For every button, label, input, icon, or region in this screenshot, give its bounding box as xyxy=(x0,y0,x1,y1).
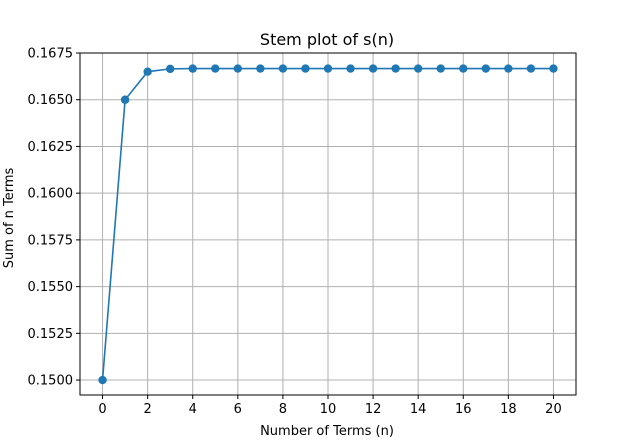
grid xyxy=(80,52,576,395)
data-point xyxy=(413,64,423,73)
data-point xyxy=(391,64,400,73)
y-tick-label: 0.1650 xyxy=(28,93,74,108)
data-point xyxy=(549,64,558,73)
data-point xyxy=(188,64,197,73)
data-point xyxy=(526,64,536,73)
ticks: 0 2 4 6 8 10 12 14 16 18 20 0.1500 0.1525 0.1550 0.157… xyxy=(28,47,562,418)
data-point xyxy=(211,64,220,73)
x-tick-label: 20 xyxy=(545,402,562,417)
data-point xyxy=(278,64,288,73)
y-tick-label: 0.1550 xyxy=(28,280,74,295)
y-tick-label: 0.1575 xyxy=(28,233,74,248)
x-tick-label: 4 xyxy=(189,402,197,417)
y-tick-label: 0.1500 xyxy=(28,374,74,389)
data-point xyxy=(120,95,130,104)
data-point xyxy=(98,375,107,385)
y-tick-label: 0.1600 xyxy=(28,187,74,202)
y-tick-label: 0.1675 xyxy=(28,47,74,62)
data-point xyxy=(256,64,265,73)
data-point xyxy=(481,64,491,73)
data-point xyxy=(459,64,468,73)
data-point xyxy=(143,67,152,76)
y-tick-label: 0.1625 xyxy=(28,140,74,155)
data-point xyxy=(233,64,243,73)
data-point xyxy=(368,64,378,73)
x-tick-label: 14 xyxy=(410,402,427,417)
data-point xyxy=(436,64,445,73)
data-point xyxy=(346,64,355,73)
x-axis-label: Number of Terms (n) xyxy=(260,424,394,439)
x-tick-label: 10 xyxy=(320,402,337,417)
x-tick-label: 2 xyxy=(143,402,151,417)
x-tick-label: 12 xyxy=(365,402,382,417)
x-tick-label: 8 xyxy=(279,402,287,417)
x-tick-label: 16 xyxy=(455,402,472,417)
series-layer xyxy=(98,64,558,385)
y-tick-label: 0.1525 xyxy=(28,327,74,342)
x-tick-label: 6 xyxy=(234,402,242,417)
y-axis-label: Sum of n Terms xyxy=(2,167,17,268)
data-point xyxy=(504,64,513,73)
data-point xyxy=(165,64,175,74)
chart-title: Stem plot of s(n) xyxy=(260,30,394,49)
x-tick-label: 0 xyxy=(98,402,106,417)
x-tick-label: 18 xyxy=(500,402,517,417)
data-point xyxy=(323,64,333,73)
data-point xyxy=(301,64,310,73)
